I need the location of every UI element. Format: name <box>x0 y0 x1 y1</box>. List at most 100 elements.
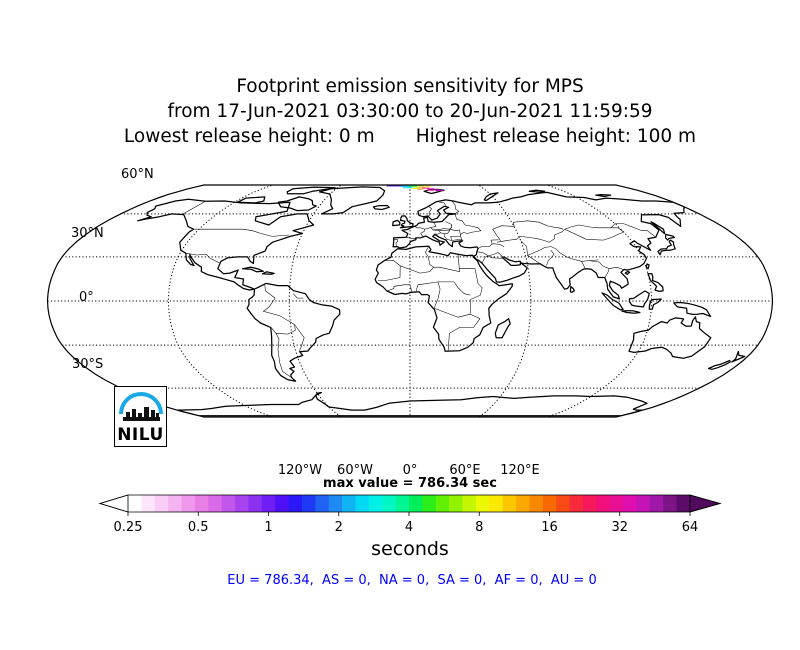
plume-cell <box>386 185 401 187</box>
country-border <box>406 237 416 240</box>
colorbar-segment <box>609 495 624 512</box>
colorbar-segment <box>449 495 464 512</box>
colorbar-segment <box>435 495 450 512</box>
land-outline-newGuinea <box>673 301 712 318</box>
country-border <box>454 213 482 241</box>
land-outline-eurasia <box>392 191 687 300</box>
plume-cell <box>435 190 444 192</box>
colorbar-segment <box>516 495 531 512</box>
plume-cell <box>423 185 432 187</box>
world-map <box>46 184 774 418</box>
country-border <box>527 246 599 262</box>
lat-label-eq: 0° <box>79 290 94 305</box>
colorbar-min-extend <box>98 494 129 513</box>
colorbar-segment <box>221 495 236 512</box>
title-line-1: Footprint emission sensitivity for MPS <box>236 76 584 97</box>
colorbar-segment <box>235 495 250 512</box>
colorbar-segment <box>328 495 343 512</box>
colorbar-segment <box>569 495 584 512</box>
colorbar-segment <box>542 495 557 512</box>
colorbar-segment <box>194 495 209 512</box>
land-outline-antarctica <box>176 391 648 417</box>
land-outline-victoria <box>236 196 266 204</box>
lon-label-120w: 120°W <box>277 463 323 478</box>
colorbar <box>98 494 722 516</box>
country-border <box>270 327 292 378</box>
land-outline-ellesmere <box>286 186 336 195</box>
colorbar-segment <box>368 495 383 512</box>
country-border <box>477 243 505 249</box>
graticule-lines <box>47 185 773 417</box>
country-border <box>415 281 441 309</box>
lon-label-60e: 60°E <box>449 463 481 478</box>
lon-label-60w: 60°W <box>337 463 373 478</box>
lat-label-30n: 30°N <box>71 226 104 241</box>
country-border <box>581 261 586 269</box>
country-border <box>439 202 447 207</box>
lowest-release-height: Lowest release height: 0 m <box>123 126 375 147</box>
colorbar-segment <box>248 495 263 512</box>
country-border <box>476 251 503 259</box>
country-border <box>564 227 625 241</box>
country-border <box>428 205 432 216</box>
colorbar-segment <box>676 495 691 512</box>
colorbar-segment <box>154 495 169 512</box>
colorbar-segment <box>355 495 370 512</box>
land-outline-java <box>621 310 641 314</box>
land-outline-philippines <box>647 273 664 293</box>
title-line-3: Lowest release height: 0 m Highest relea… <box>0 124 800 149</box>
colorbar-segment <box>275 495 290 512</box>
lon-label-120e: 120°E <box>500 463 540 478</box>
country-border <box>481 252 503 264</box>
land-outline-japan <box>657 239 676 256</box>
colorbar-segment <box>315 495 330 512</box>
country-border <box>262 284 296 335</box>
meridian-line <box>475 185 532 417</box>
land-outline-newZealand <box>731 350 746 363</box>
colorbar-tick-label: 1 <box>264 520 273 535</box>
land-outline-ireland <box>392 219 401 227</box>
country-border <box>430 221 453 231</box>
country-border <box>443 233 463 241</box>
country-border <box>546 250 555 266</box>
colorbar-max-extend <box>689 494 722 513</box>
max-value-label: max value = 786.34 sec <box>323 476 497 491</box>
country-border <box>451 200 460 214</box>
land-outline-newZealandS <box>707 359 731 370</box>
meridian-line <box>542 185 653 417</box>
country-border <box>393 239 399 247</box>
land-outline-taiwan <box>645 263 650 270</box>
colorbar-segment <box>208 495 223 512</box>
meridian-line <box>288 185 345 417</box>
plume-cell <box>400 185 410 187</box>
country-border <box>420 227 431 237</box>
colorbar-segment <box>301 495 316 512</box>
plume-cell <box>417 186 425 188</box>
map-boundary <box>46 184 774 418</box>
country-border <box>492 220 564 241</box>
colorbar-segment <box>636 495 651 512</box>
land-outline-iceland <box>372 204 390 211</box>
colorbar-tick-label: 16 <box>541 520 558 535</box>
map-background <box>47 185 773 417</box>
country-border <box>414 226 425 230</box>
land-outline-cuba <box>241 266 264 273</box>
highest-release-height: Highest release height: 100 m <box>415 126 697 147</box>
land-outline-sevZemlya <box>528 189 546 193</box>
country-border <box>293 293 304 299</box>
lon-label-0: 0° <box>402 463 418 478</box>
title-line-2: from 17-Jun-2021 03:30:00 to 20-Jun-2021… <box>167 101 653 122</box>
colorbar-segment <box>181 495 196 512</box>
colorbar-segment <box>462 495 477 512</box>
country-border <box>185 252 220 264</box>
plume-cell <box>410 186 418 188</box>
colorbar-segment <box>582 495 597 512</box>
land-outline-hispaniola <box>261 271 275 275</box>
country-border <box>589 260 610 278</box>
colorbar-segment <box>649 495 664 512</box>
plume-cell <box>417 188 423 190</box>
country-border <box>438 281 471 296</box>
colorbar-segment <box>261 495 276 512</box>
colorbar-segment <box>395 495 410 512</box>
